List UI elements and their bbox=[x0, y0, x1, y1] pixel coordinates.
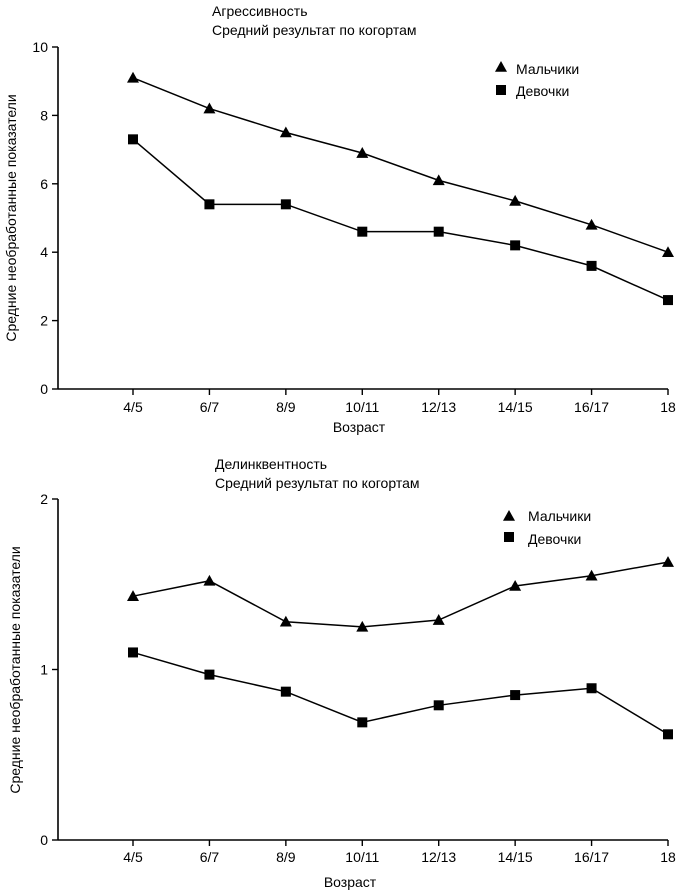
square-data-point bbox=[433, 700, 444, 711]
square-data-point bbox=[663, 729, 673, 740]
square-marker-icon bbox=[496, 85, 506, 95]
legend-item-boys: Мальчики bbox=[495, 61, 579, 77]
triangle-data-point bbox=[509, 579, 522, 591]
triangle-data-point bbox=[662, 556, 674, 567]
x-tick-label: 4/5 bbox=[123, 849, 143, 865]
square-data-point bbox=[510, 240, 521, 251]
square-data-point bbox=[128, 647, 138, 658]
triangle-data-point bbox=[432, 174, 445, 186]
triangle-marker-icon bbox=[495, 61, 507, 72]
y-axis-label: Средние необработанные показатели bbox=[7, 546, 23, 793]
x-tick-label: 12/13 bbox=[421, 399, 456, 415]
triangle-data-point bbox=[127, 590, 139, 601]
square-data-point bbox=[663, 295, 673, 306]
legend-label: Девочки bbox=[528, 531, 581, 547]
series-line bbox=[132, 138, 669, 301]
series-boys bbox=[127, 71, 674, 257]
triangle-data-point bbox=[127, 71, 139, 83]
legend-item-girls: Девочки bbox=[496, 83, 569, 99]
x-tick-label: 6/7 bbox=[200, 849, 220, 865]
legend-item-girls: Девочки bbox=[504, 531, 581, 547]
square-data-point bbox=[433, 226, 444, 237]
series-line bbox=[132, 77, 669, 253]
series-girls bbox=[128, 647, 673, 740]
square-data-point bbox=[357, 717, 368, 728]
y-tick-label: 2 bbox=[40, 313, 48, 329]
legend-label: Мальчики bbox=[516, 61, 579, 77]
square-data-point bbox=[128, 134, 138, 145]
chart-title: Делинквентность bbox=[215, 456, 327, 472]
square-data-point bbox=[204, 199, 215, 210]
legend: Мальчики Девочки bbox=[495, 61, 579, 99]
square-data-point bbox=[586, 683, 597, 694]
legend-item-boys: Мальчики bbox=[503, 508, 591, 524]
y-ticks: 0 2 4 6 8 10 bbox=[32, 39, 58, 397]
triangle-data-point bbox=[585, 218, 598, 230]
x-tick-label: 16/17 bbox=[574, 399, 609, 415]
triangle-data-point bbox=[279, 126, 292, 138]
chart-subtitle: Средний результат по когортам bbox=[215, 475, 419, 491]
triangle-data-point bbox=[662, 246, 674, 257]
y-tick-label: 6 bbox=[40, 176, 48, 192]
triangle-data-point bbox=[279, 615, 292, 627]
y-tick-label: 0 bbox=[40, 832, 48, 848]
legend-label: Мальчики bbox=[528, 508, 591, 524]
square-data-point bbox=[357, 226, 368, 237]
triangle-data-point bbox=[356, 147, 369, 158]
x-tick-label: 12/13 bbox=[421, 849, 456, 865]
series-girls bbox=[128, 134, 673, 306]
y-tick-label: 10 bbox=[32, 39, 48, 55]
series bbox=[127, 556, 674, 740]
x-ticks: 4/5 6/7 8/9 10/11 12/13 14/15 16/17 18 bbox=[123, 840, 676, 865]
y-tick-label: 0 bbox=[40, 381, 48, 397]
chart-delinquency: Делинквентность Средний результат по ког… bbox=[7, 456, 676, 890]
triangle-data-point bbox=[585, 569, 598, 581]
square-data-point bbox=[204, 669, 215, 680]
triangle-data-point bbox=[203, 574, 216, 586]
x-axis-label: Возраст bbox=[333, 419, 386, 435]
x-tick-label: 14/15 bbox=[498, 849, 533, 865]
x-tick-label: 18 bbox=[660, 399, 676, 415]
series-line bbox=[132, 561, 669, 628]
triangle-data-point bbox=[203, 102, 216, 114]
triangle-data-point bbox=[356, 620, 369, 632]
square-data-point bbox=[280, 199, 291, 210]
y-tick-label: 1 bbox=[40, 662, 48, 678]
x-tick-label: 10/11 bbox=[345, 399, 379, 415]
series-boys bbox=[127, 556, 674, 632]
series bbox=[127, 71, 674, 306]
y-axis-label: Средние необработанные показатели bbox=[3, 94, 19, 341]
triangle-data-point bbox=[432, 614, 445, 625]
y-tick-label: 2 bbox=[40, 491, 48, 507]
x-tick-label: 14/15 bbox=[498, 399, 533, 415]
y-ticks: 0 1 2 bbox=[40, 491, 58, 848]
x-ticks: 4/5 6/7 8/9 10/11 12/13 14/15 16/17 18 bbox=[123, 389, 676, 415]
y-tick-label: 4 bbox=[40, 244, 48, 260]
series-line bbox=[132, 651, 669, 735]
square-data-point bbox=[510, 690, 521, 701]
legend-label: Девочки bbox=[516, 83, 569, 99]
chart-title: Агрессивность bbox=[212, 3, 308, 19]
square-data-point bbox=[586, 260, 597, 271]
x-tick-label: 18 bbox=[660, 849, 676, 865]
triangle-data-point bbox=[509, 194, 522, 206]
chart-aggression: Агрессивность Средний результат по когор… bbox=[3, 3, 676, 435]
square-marker-icon bbox=[504, 532, 514, 542]
y-tick-label: 8 bbox=[40, 107, 48, 123]
x-tick-label: 8/9 bbox=[276, 399, 296, 415]
square-data-point bbox=[280, 686, 291, 697]
x-axis-label: Возраст bbox=[324, 874, 377, 890]
triangle-marker-icon bbox=[503, 510, 515, 521]
chart-subtitle: Средний результат по когортам bbox=[212, 22, 416, 38]
legend: Мальчики Девочки bbox=[503, 508, 591, 547]
x-tick-label: 10/11 bbox=[345, 849, 379, 865]
x-tick-label: 16/17 bbox=[574, 849, 609, 865]
x-tick-label: 8/9 bbox=[276, 849, 296, 865]
x-tick-label: 4/5 bbox=[123, 399, 143, 415]
x-tick-label: 6/7 bbox=[200, 399, 220, 415]
